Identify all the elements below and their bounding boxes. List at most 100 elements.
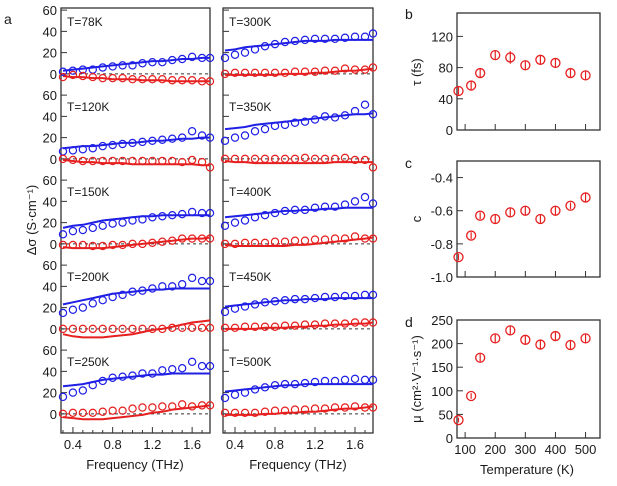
- imag-data-point: [128, 156, 137, 166]
- temperature-label: T=400K: [229, 185, 271, 199]
- data-point: [580, 70, 591, 81]
- real-data-point: [240, 131, 250, 140]
- real-data-point: [250, 127, 260, 136]
- imag-data-point: [260, 322, 270, 331]
- real-data-point: [197, 361, 207, 371]
- imag-data-point: [187, 155, 197, 165]
- x-tick-label: 300: [514, 442, 536, 457]
- imag-data-point: [118, 406, 127, 415]
- real-data-point: [270, 208, 280, 218]
- imag-fit-line: [225, 67, 374, 76]
- imag-data-point: [88, 324, 97, 334]
- imag-data-point: [58, 240, 68, 250]
- real-data-point: [340, 111, 350, 120]
- real-data-point: [98, 221, 107, 231]
- real-data-point: [148, 369, 157, 378]
- imag-data-point: [250, 154, 260, 164]
- imag-data-point: [360, 403, 370, 412]
- imag-data-point: [320, 319, 330, 328]
- real-data-point: [290, 205, 300, 215]
- real-data-point: [128, 287, 137, 296]
- x-tick-label: 500: [575, 442, 597, 457]
- real-data-point: [68, 226, 78, 236]
- real-data-point: [310, 115, 320, 124]
- y-tick-label: 40: [43, 279, 57, 294]
- imag-data-point: [230, 323, 240, 333]
- imag-data-point: [310, 154, 320, 164]
- imag-data-point: [280, 68, 290, 78]
- real-data-point: [260, 210, 270, 220]
- imag-data-point: [230, 68, 240, 78]
- x-tick-label: 0.4: [226, 437, 244, 452]
- real-data-point: [320, 292, 330, 302]
- real-data-point: [158, 366, 167, 375]
- panel-a-right-xlabel: Frequency (THz): [249, 457, 347, 472]
- y-tick-label: 0: [50, 237, 57, 252]
- y-tick-label: 250: [431, 313, 453, 328]
- imag-data-point: [197, 401, 207, 410]
- imag-data-point: [187, 76, 197, 85]
- real-data-point: [205, 361, 215, 371]
- real-data-point: [350, 32, 360, 41]
- real-data-point: [197, 131, 207, 140]
- x-tick-label: 1.6: [346, 437, 364, 452]
- data-point: [565, 67, 576, 79]
- imag-data-point: [350, 402, 360, 411]
- imag-data-point: [78, 240, 88, 250]
- imag-data-point: [108, 240, 117, 250]
- imag-data-point: [78, 156, 88, 166]
- real-data-point: [98, 141, 107, 151]
- real-data-point: [310, 203, 320, 212]
- real-data-point: [108, 140, 117, 150]
- imag-data-point: [108, 156, 117, 166]
- real-data-point: [300, 294, 310, 304]
- real-data-point: [168, 365, 177, 374]
- imag-data-point: [350, 65, 360, 74]
- real-data-point: [230, 50, 240, 59]
- chart-marks: 0.4 0.8 1.2 1.6 0.4 0.8 1.2 1.6 0 20 40 60 T=78K 0 20 4…: [43, 3, 601, 457]
- real-data-point: [78, 225, 88, 235]
- y-tick-label: 20: [43, 46, 57, 61]
- y-tick-label: 100: [431, 384, 453, 399]
- real-data-point: [290, 294, 300, 304]
- real-data-point: [220, 221, 230, 231]
- real-data-point: [118, 139, 127, 149]
- x-tick-label: 0.8: [266, 437, 284, 452]
- imag-data-point: [205, 401, 215, 410]
- real-data-point: [88, 223, 97, 233]
- imag-data-point: [310, 235, 320, 244]
- real-data-point: [340, 33, 350, 42]
- real-data-point: [230, 304, 240, 313]
- real-data-point: [187, 207, 197, 217]
- imag-data-point: [280, 154, 290, 164]
- panel-d-xlabel: Temperature (K): [480, 462, 574, 477]
- real-data-point: [368, 199, 378, 208]
- real-data-point: [68, 66, 78, 75]
- real-data-point: [250, 300, 260, 309]
- real-data-point: [280, 206, 290, 216]
- real-data-point: [300, 35, 310, 45]
- real-data-point: [300, 378, 310, 388]
- real-fit-line: [224, 38, 373, 52]
- real-data-point: [158, 135, 167, 144]
- imag-data-point: [360, 234, 370, 243]
- y-tick-label: -0.8: [431, 237, 453, 252]
- imag-data-point: [98, 407, 107, 416]
- data-point: [565, 339, 576, 351]
- panel-d-letter: d: [405, 314, 413, 330]
- imag-data-point: [158, 74, 167, 84]
- imag-data-point: [148, 238, 157, 248]
- real-data-point: [88, 144, 97, 153]
- real-data-point: [250, 213, 260, 222]
- x-tick-label: 0.8: [104, 437, 122, 452]
- y-tick-label: 150: [431, 360, 453, 375]
- imag-data-point: [240, 154, 250, 164]
- real-data-point: [88, 299, 97, 308]
- real-data-point: [270, 39, 280, 49]
- real-data-point: [148, 136, 157, 146]
- imag-data-point: [250, 68, 260, 78]
- real-data-point: [128, 138, 137, 148]
- y-tick-label: 60: [43, 173, 57, 188]
- real-data-point: [177, 209, 187, 219]
- real-data-point: [350, 374, 360, 384]
